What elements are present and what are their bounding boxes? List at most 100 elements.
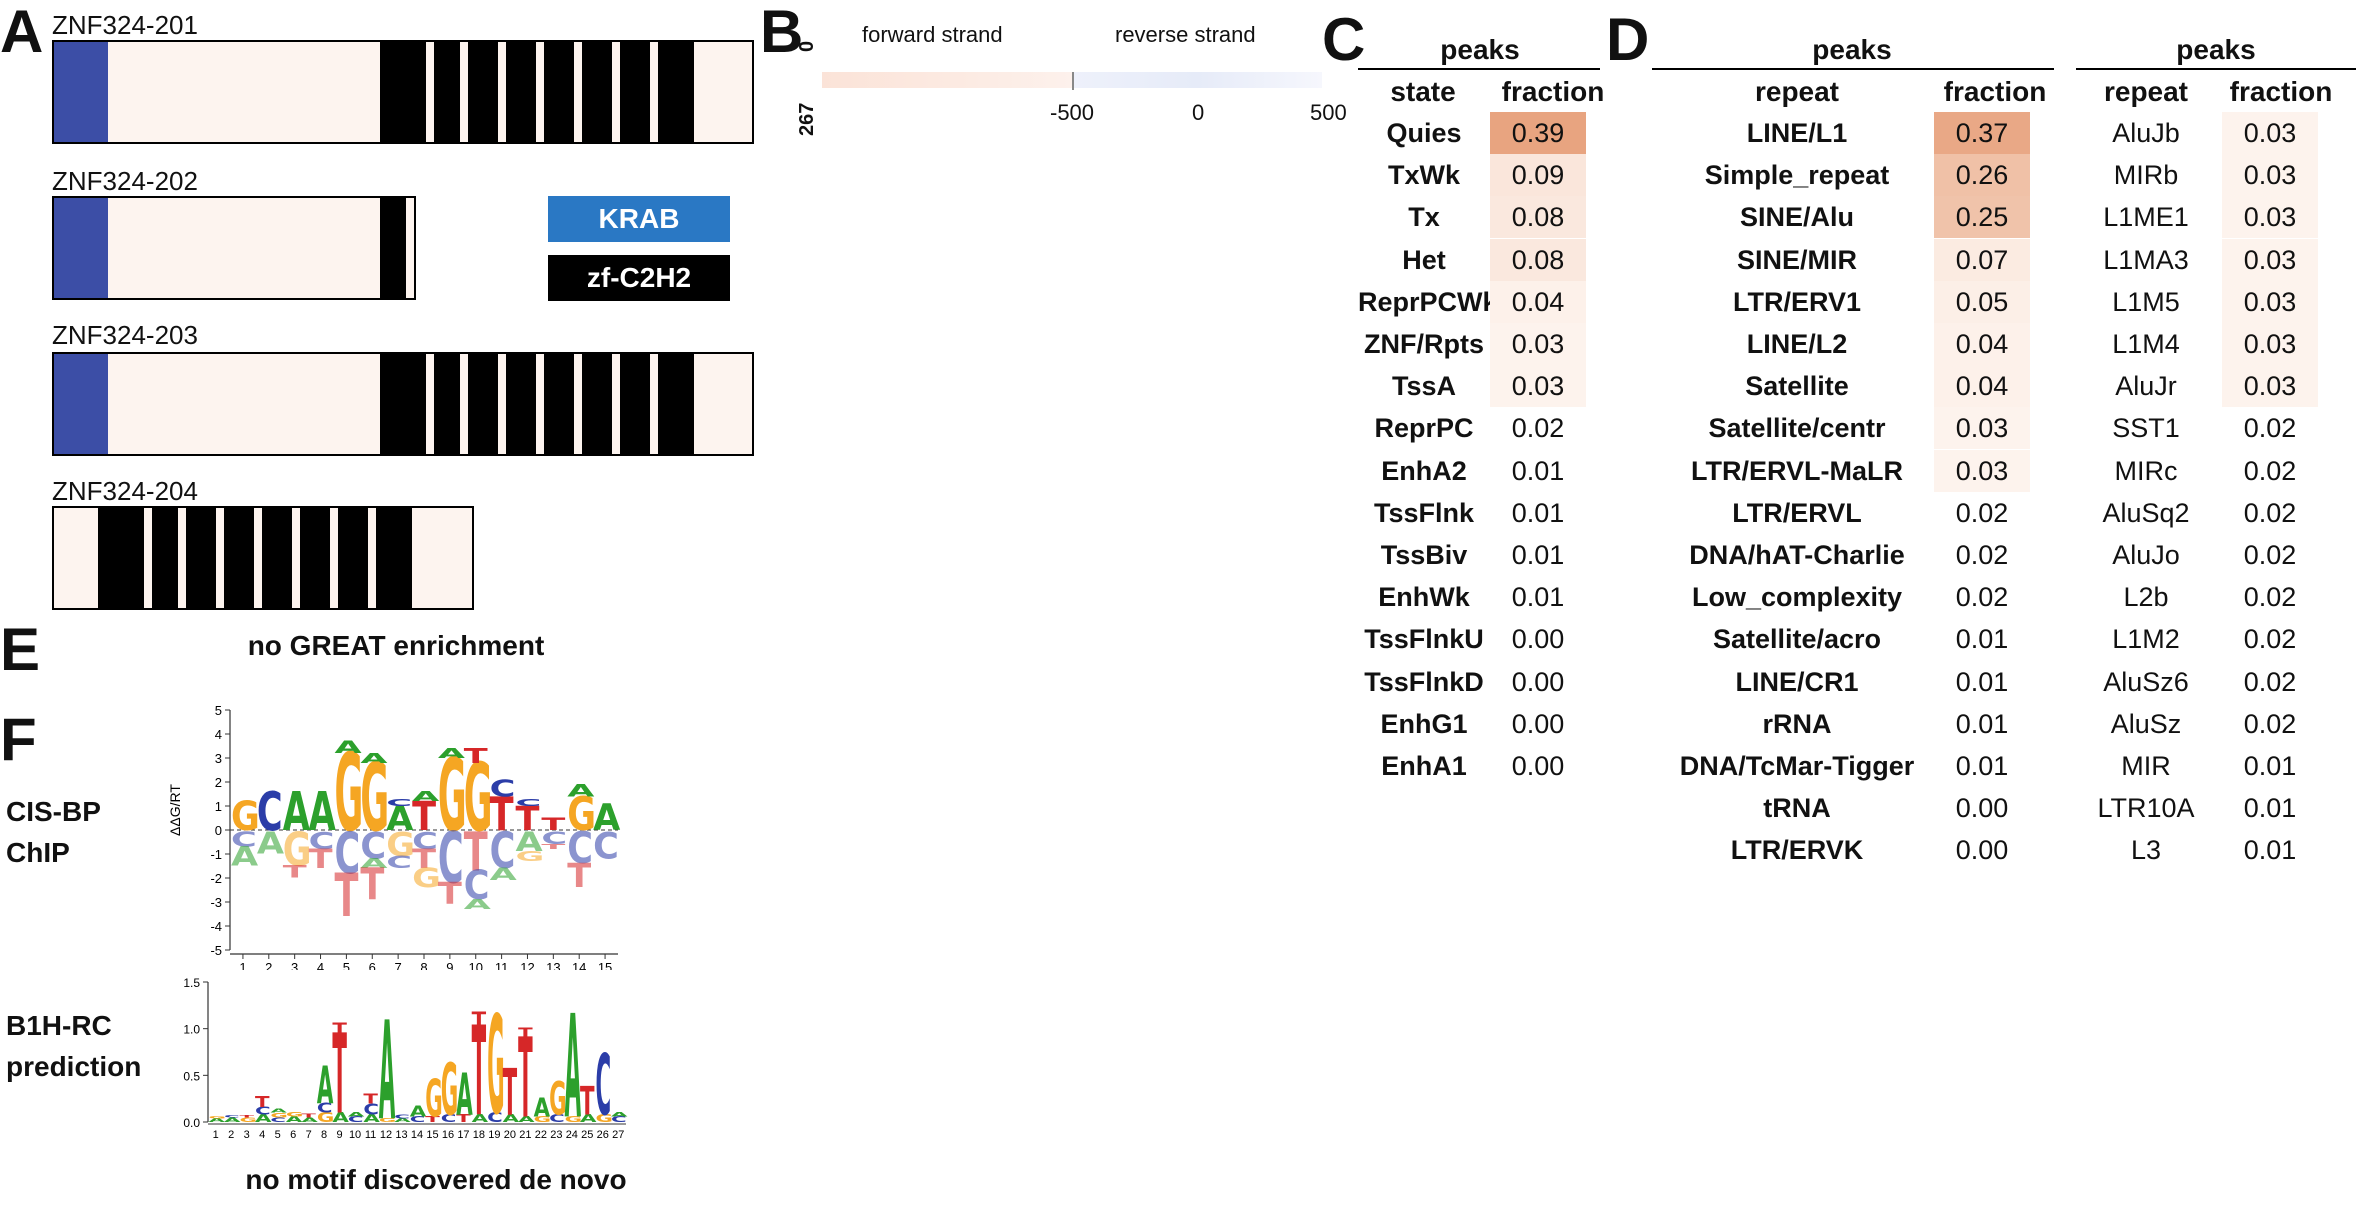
table-row-label: Het bbox=[1402, 244, 1446, 275]
table-c-header-state: state bbox=[1390, 76, 1456, 107]
table-d-right-title: peaks bbox=[2176, 34, 2256, 65]
table-row-label: LTR/ERV1 bbox=[1732, 286, 1862, 317]
cisbp-x-tick-label: 15 bbox=[598, 960, 612, 970]
logo-letter-t: T bbox=[239, 1114, 254, 1119]
table-row-label: EnhWk bbox=[1378, 582, 1470, 613]
panel-letter-e: E bbox=[0, 616, 41, 683]
table-row-label: L1M2 bbox=[2112, 624, 2180, 655]
cisbp-y-tick-label: -3 bbox=[210, 895, 222, 910]
b1h-x-tick-label: 2 bbox=[228, 1129, 234, 1141]
logo-letter-g: G bbox=[464, 744, 493, 853]
logo-letter-c: C bbox=[309, 828, 335, 855]
zf-domain bbox=[380, 42, 426, 142]
logo-letter-t: T bbox=[503, 1055, 518, 1130]
y-top-label: 0 bbox=[796, 40, 818, 52]
table-row-label: tRNA bbox=[1763, 793, 1831, 824]
b1h-label-line1: B1H-RC bbox=[6, 1010, 112, 1041]
logo-letter-a: A bbox=[464, 897, 492, 913]
b1h-x-tick-label: 1 bbox=[213, 1129, 219, 1141]
table-row-label: L3 bbox=[2130, 835, 2162, 866]
table-row-fraction: 0.01 bbox=[1511, 455, 1565, 486]
logo-letter-c: C bbox=[386, 797, 412, 809]
logo-letter-c: C bbox=[441, 1112, 457, 1124]
table-row-fraction: 0.01 bbox=[1955, 708, 2009, 739]
logo-letter-c: C bbox=[231, 827, 257, 851]
logo-letter-a: A bbox=[283, 780, 310, 843]
logo-letter-t: T bbox=[541, 843, 566, 851]
logo-letter-c: C bbox=[541, 829, 567, 848]
no-motif-text: no motif discovered de novo bbox=[245, 1164, 627, 1195]
zf-domain bbox=[544, 354, 574, 454]
logo-letter-t: T bbox=[301, 1113, 316, 1119]
table-row-label: Simple_repeat bbox=[1704, 160, 1890, 191]
b1h-x-tick-label: 4 bbox=[259, 1129, 265, 1141]
table-row-fraction: 0.08 bbox=[1490, 238, 1586, 281]
logo-letter-a: A bbox=[412, 789, 440, 805]
cisbp-y-tick-label: 3 bbox=[215, 751, 222, 766]
logo-letter-g: G bbox=[209, 1115, 226, 1120]
cisbp-y-tick-label: 4 bbox=[215, 727, 222, 742]
zf-domain bbox=[98, 508, 144, 608]
logo-letter-a: A bbox=[565, 985, 582, 1142]
logo-letter-a: A bbox=[379, 993, 395, 1142]
reverse-strand-heatmap bbox=[1072, 72, 1322, 88]
cisbp-y-tick-label: 1 bbox=[215, 799, 222, 814]
isoform-202 bbox=[52, 196, 416, 300]
logo-letter-a: A bbox=[334, 739, 362, 758]
logo-letter-a: A bbox=[317, 1056, 334, 1116]
table-row-fraction: 0.25 bbox=[1934, 196, 2030, 239]
table-row-fraction: 0.37 bbox=[1934, 112, 2030, 154]
isoform-label-203: ZNF324-203 bbox=[52, 320, 198, 350]
cisbp-y-tick-label: -5 bbox=[210, 943, 222, 958]
b1h-x-tick-label: 11 bbox=[365, 1129, 376, 1141]
table-row-fraction: 0.39 bbox=[1490, 112, 1586, 154]
logo-letter-a: A bbox=[255, 1112, 272, 1124]
cisbp-x-tick-label: 1 bbox=[239, 960, 246, 970]
logo-letter-a: A bbox=[286, 1115, 303, 1124]
table-row-fraction: 0.03 bbox=[2222, 238, 2318, 281]
table-row-fraction: 0.01 bbox=[1511, 540, 1565, 570]
forward-strand-label: forward strand bbox=[862, 22, 1003, 47]
table-row-fraction: 0.03 bbox=[1490, 323, 1586, 365]
logo-letter-c: C bbox=[334, 821, 360, 887]
table-row-fraction: 0.00 bbox=[1511, 708, 1565, 739]
isoform-label-202: ZNF324-202 bbox=[52, 166, 198, 196]
table-row-fraction: 0.03 bbox=[2222, 280, 2318, 323]
table-row-fraction: 0.03 bbox=[2222, 112, 2318, 154]
logo-letter-a: A bbox=[456, 1061, 473, 1129]
logo-letter-t: T bbox=[580, 1080, 595, 1125]
zf-domain bbox=[582, 42, 612, 142]
b1h-x-tick-label: 9 bbox=[337, 1129, 343, 1141]
table-row-label: TssFlnk bbox=[1373, 497, 1475, 528]
table-row-label: LINE/L2 bbox=[1746, 329, 1848, 359]
table-row-fraction: 0.02 bbox=[2243, 455, 2297, 486]
table-row-fraction: 0.05 bbox=[1934, 280, 2030, 323]
logo-letter-g: G bbox=[596, 1112, 613, 1124]
table-row-fraction: 0.04 bbox=[1934, 365, 2030, 408]
logo-letter-a: A bbox=[332, 1111, 349, 1126]
b1h-x-tick-label: 13 bbox=[395, 1129, 407, 1141]
logo-letter-a: A bbox=[394, 1117, 410, 1123]
cisbp-x-tick-label: 11 bbox=[495, 960, 509, 970]
krab-domain bbox=[54, 354, 108, 454]
table-row-label: TssBiv bbox=[1380, 540, 1468, 570]
table-row-label: rRNA bbox=[1762, 708, 1832, 739]
cisbp-x-tick-label: 14 bbox=[572, 960, 586, 970]
table-row-fraction: 0.01 bbox=[1955, 624, 2009, 655]
logo-letter-t: T bbox=[456, 1112, 471, 1124]
zf-domain bbox=[468, 42, 498, 142]
cisbp-y-tick-label: 5 bbox=[215, 703, 222, 718]
zf-domain bbox=[506, 42, 536, 142]
table-row-fraction: 0.09 bbox=[1490, 154, 1586, 197]
logo-letter-g: G bbox=[565, 1115, 582, 1124]
logo-letter-g: G bbox=[334, 731, 363, 856]
table-row-fraction: 0.03 bbox=[1934, 407, 2030, 450]
logo-letter-c: C bbox=[438, 819, 464, 900]
logo-letter-g: G bbox=[386, 826, 415, 865]
logo-letter-c: C bbox=[490, 823, 516, 881]
forward-strand-heatmap bbox=[822, 72, 1072, 88]
table-row-fraction: 0.02 bbox=[2243, 413, 2297, 444]
logo-letter-c: C bbox=[317, 1102, 333, 1117]
